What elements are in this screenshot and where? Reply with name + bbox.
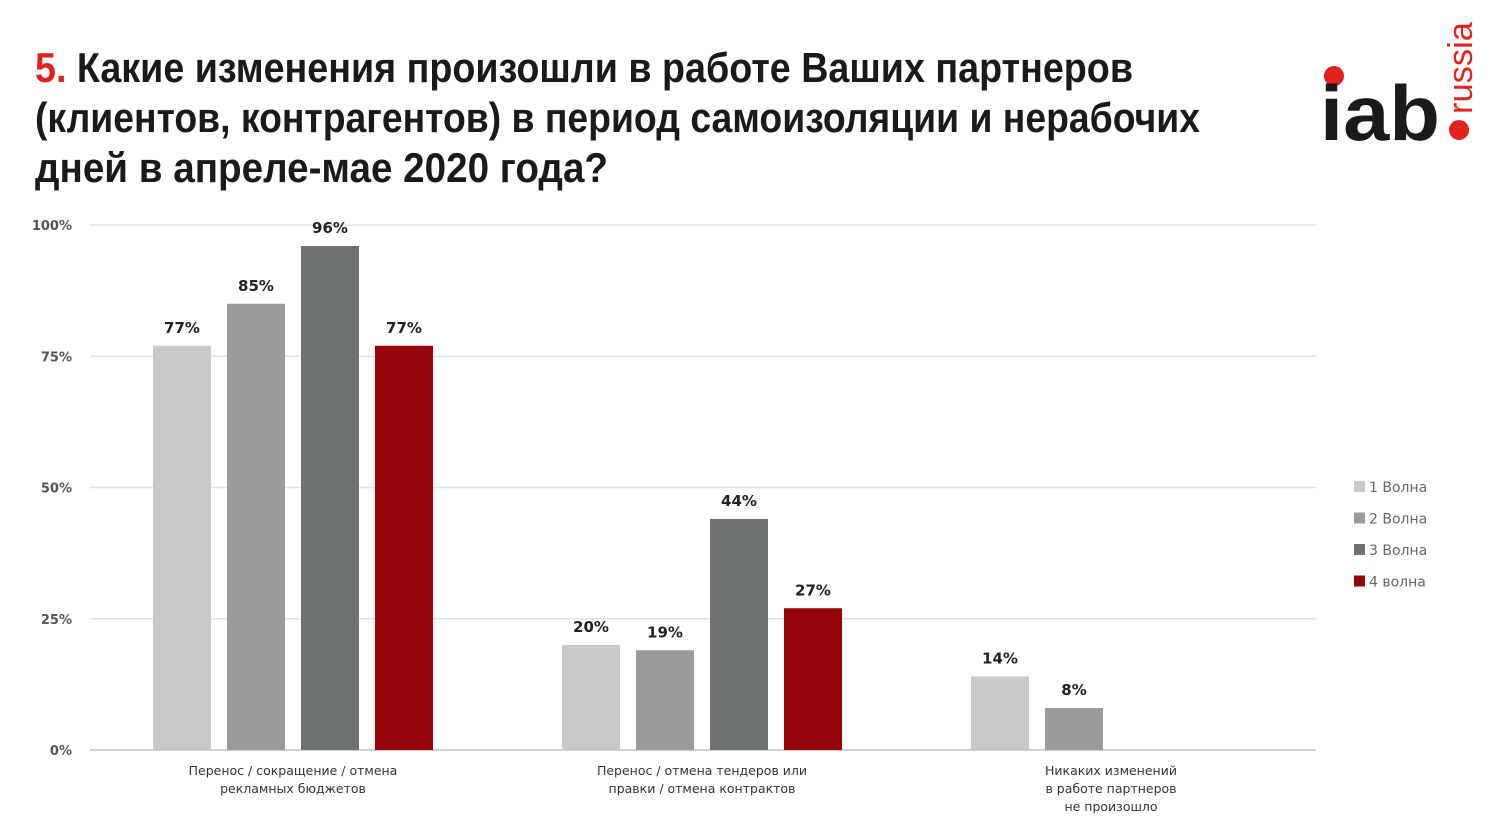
data-label: 27%: [795, 581, 831, 599]
data-label: 77%: [386, 319, 422, 337]
y-tick-label: 50%: [41, 482, 72, 497]
category-label: Никаких изменений: [1045, 763, 1177, 778]
data-label: 8%: [1061, 681, 1086, 699]
category-label: Перенос / сокращение / отмена: [189, 763, 398, 778]
data-label: 85%: [238, 277, 274, 295]
title-line-3: дней в апреле-мае 2020 года?: [35, 144, 608, 191]
y-tick-label: 0%: [50, 744, 72, 759]
bar: [153, 345, 211, 750]
bar: [1045, 708, 1103, 750]
bar: [710, 519, 768, 750]
title-line-1: Какие изменения произошли в работе Ваших…: [77, 44, 1133, 91]
y-tick-label: 75%: [41, 350, 72, 365]
bar: [784, 608, 842, 750]
category-label: не произошло: [1064, 799, 1157, 814]
data-label: 77%: [164, 319, 200, 337]
data-label: 19%: [647, 623, 683, 641]
svg-text:5. Какие изменения произошли в: 5. Какие изменения произошли в работе Ва…: [35, 44, 1133, 91]
title-line-2: (клиентов, контрагентов) в период самоиз…: [35, 94, 1201, 141]
y-tick-label: 100%: [32, 219, 72, 234]
legend-swatch: [1354, 544, 1365, 555]
question-number: 5.: [35, 44, 66, 91]
bar: [562, 645, 620, 750]
legend-label: 1 Волна: [1369, 480, 1427, 496]
page-title: 5. Какие изменения произошли в работе Ва…: [35, 44, 1201, 191]
data-label: 96%: [312, 219, 348, 237]
bar: [971, 676, 1029, 750]
category-label: рекламных бюджетов: [220, 781, 366, 796]
logo-main: iab: [1320, 69, 1440, 149]
category-label: Перенос / отмена тендеров или: [597, 763, 807, 778]
logo-dot2-icon: [1449, 120, 1469, 140]
legend-label: 4 волна: [1369, 575, 1426, 591]
legend-swatch: [1354, 575, 1365, 587]
bar: [636, 650, 694, 750]
bar: [375, 345, 433, 750]
iab-russia-logo: iab russia: [1320, 22, 1480, 149]
data-label: 44%: [721, 492, 757, 510]
legend-label: 2 Волна: [1369, 512, 1427, 528]
legend-label: 3 Волна: [1369, 543, 1427, 559]
category-label: правки / отмена контрактов: [609, 781, 796, 796]
legend-swatch: [1354, 512, 1365, 524]
data-label: 20%: [573, 618, 609, 636]
legend-swatch: [1354, 481, 1365, 492]
bar: [301, 246, 359, 750]
logo-sub: russia: [1442, 22, 1480, 114]
logo-dot-icon: [1324, 66, 1344, 86]
bar: [227, 303, 285, 750]
data-label: 14%: [982, 650, 1018, 668]
y-tick-label: 25%: [41, 613, 72, 628]
category-label: в работе партнеров: [1045, 781, 1176, 796]
